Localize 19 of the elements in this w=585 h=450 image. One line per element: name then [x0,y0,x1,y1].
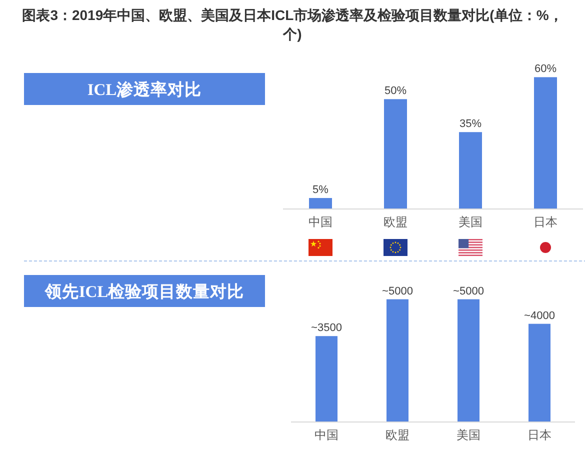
x-tick-label: 欧盟 [386,428,410,442]
x-tick-label: 美国 [458,215,482,229]
x-tick-label: 欧盟 [384,215,408,229]
text: 领先ICL检验项目数量对比 [44,282,244,301]
x-tick-label: 日本 [528,428,552,442]
data-label: ~5000 [453,285,484,298]
x-tick-label: 中国 [314,428,338,442]
text: ICL渗透率对比 [87,80,202,99]
data-label: ~4000 [524,310,555,322]
data-label: 60% [534,63,557,76]
data-label: 5% [312,184,329,196]
data-label: ~5000 [382,285,413,298]
data-label: ~3500 [311,322,342,334]
x-tick-label: 日本 [534,215,558,229]
data-label: 50% [384,85,407,98]
chart-title: 图表3：2019年中国、欧盟、美国及日本ICL市场渗透率及检验项目数量对比(单位：%，个) [21,6,564,44]
x-tick-label: 中国 [308,215,332,229]
data-label: 35% [459,118,482,130]
x-tick-label: 美国 [456,428,480,442]
